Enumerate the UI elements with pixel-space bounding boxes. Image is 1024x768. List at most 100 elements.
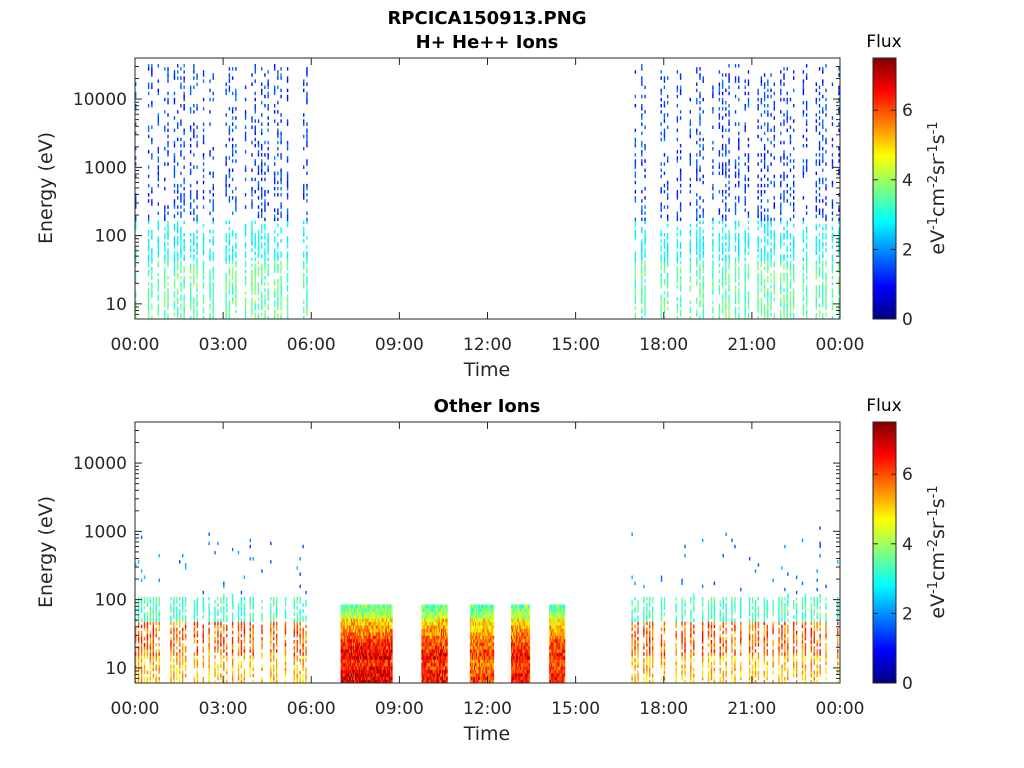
flux-cell (167, 128, 169, 133)
flux-cell (348, 662, 351, 667)
flux-cell (177, 211, 179, 215)
flux-cell (167, 134, 169, 139)
flux-cell (831, 159, 834, 163)
flux-cell (231, 189, 234, 194)
flux-cell (164, 245, 166, 249)
flux-cell (357, 642, 359, 647)
flux-cell (367, 672, 369, 677)
flux-cell (366, 679, 368, 683)
flux-cell (805, 297, 808, 301)
flux-cell (641, 205, 643, 209)
flux-cell (679, 202, 682, 206)
flux-cell (802, 174, 805, 179)
flux-cell (634, 260, 637, 265)
flux-cell (209, 150, 211, 154)
flux-cell (822, 294, 824, 298)
flux-cell (135, 251, 137, 255)
flux-cell (225, 275, 227, 280)
flux-cell (364, 676, 366, 681)
flux-cell (773, 107, 776, 111)
flux-cell (280, 137, 282, 142)
flux-cell (696, 211, 698, 215)
flux-cell (202, 232, 205, 237)
flux-cell (299, 649, 301, 653)
flux-cell (306, 70, 308, 74)
flux-cell (273, 263, 276, 268)
flux-cell (738, 131, 740, 136)
flux-cell (193, 242, 195, 246)
flux-cell (747, 183, 750, 188)
flux-cell (173, 91, 176, 96)
flux-cell (193, 612, 196, 616)
flux-cell (267, 70, 269, 74)
flux-cell (170, 596, 172, 601)
flux-cell (818, 122, 821, 126)
flux-cell (286, 180, 289, 185)
flux-cell (770, 300, 772, 305)
flux-cell (347, 614, 350, 619)
flux-cell (346, 631, 349, 636)
flux-cell (341, 652, 344, 657)
flux-cell (350, 672, 353, 677)
flux-cell (264, 236, 266, 240)
flux-cell (831, 202, 834, 206)
flux-cell (660, 312, 662, 317)
flux-cell (177, 223, 179, 228)
flux-cell (368, 676, 371, 681)
flux-cell (712, 309, 714, 314)
flux-cell (763, 315, 766, 319)
flux-cell (344, 648, 347, 653)
flux-cell (251, 303, 253, 308)
flux-cell (267, 288, 269, 292)
flux-cell (805, 107, 808, 111)
flux-cell (660, 232, 662, 237)
flux-cell (296, 606, 298, 610)
flux-cell (280, 88, 282, 93)
flux-cell (757, 315, 759, 319)
flux-cell (366, 655, 368, 660)
flux-cell (183, 294, 185, 298)
flux-cell (164, 266, 166, 271)
flux-cell (158, 658, 160, 662)
flux-cell (223, 639, 225, 644)
flux-cell (296, 612, 298, 616)
flux-cell (251, 202, 253, 206)
flux-cell (257, 180, 260, 185)
flux-cell (147, 150, 150, 154)
flux-cell (352, 635, 355, 640)
flux-cell (349, 679, 352, 683)
flux-cell (151, 275, 153, 280)
flux-cell (353, 604, 356, 609)
flux-cell (663, 119, 666, 123)
flux-cell (725, 300, 727, 305)
flux-cell (225, 291, 227, 295)
flux-cell (379, 604, 382, 609)
flux-cell (228, 73, 231, 77)
flux-cell (151, 70, 153, 74)
flux-cell (783, 226, 785, 231)
flux-cell (641, 140, 643, 145)
flux-cell (243, 596, 246, 601)
flux-cell (173, 624, 175, 629)
flux-cell (728, 315, 730, 319)
flux-cell (151, 229, 153, 234)
flux-cell (146, 652, 149, 656)
flux-cell (815, 82, 818, 86)
flux-cell (340, 679, 343, 683)
flux-cell (155, 652, 157, 656)
flux-cell (815, 291, 818, 295)
flux-cell (223, 584, 225, 589)
flux-cell (261, 146, 263, 151)
flux-cell (364, 645, 366, 650)
flux-cell (135, 661, 137, 665)
flux-cell (252, 630, 254, 635)
flux-cell (696, 162, 698, 166)
flux-cell (167, 100, 169, 105)
flux-cell (712, 91, 714, 96)
flux-cell (767, 150, 769, 154)
flux-cell (302, 676, 304, 681)
flux-cell (164, 146, 166, 151)
flux-cell (223, 673, 225, 678)
flux-cell (763, 306, 766, 311)
flux-cell (660, 254, 662, 258)
